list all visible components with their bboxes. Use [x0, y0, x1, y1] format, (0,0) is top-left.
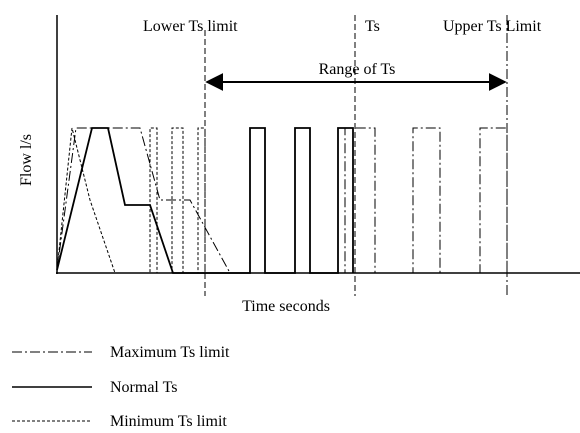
- maximum-curve: [56, 127, 508, 274]
- lower-limit-label: Lower Ts limit: [143, 18, 238, 35]
- range-label: Range of Ts: [319, 61, 396, 78]
- legend-label: Normal Ts: [110, 379, 177, 396]
- upper-limit-label: Upper Ts Limit: [443, 18, 542, 35]
- minimum-curve: [56, 127, 206, 274]
- ts-label: Ts: [365, 18, 380, 35]
- y-axis-label: Flow l/s: [18, 134, 35, 186]
- normal-curve: [56, 127, 354, 274]
- legend-label: Minimum Ts limit: [110, 413, 227, 430]
- legend-label: Maximum Ts limit: [110, 344, 230, 361]
- x-axis-label: Time seconds: [242, 298, 330, 315]
